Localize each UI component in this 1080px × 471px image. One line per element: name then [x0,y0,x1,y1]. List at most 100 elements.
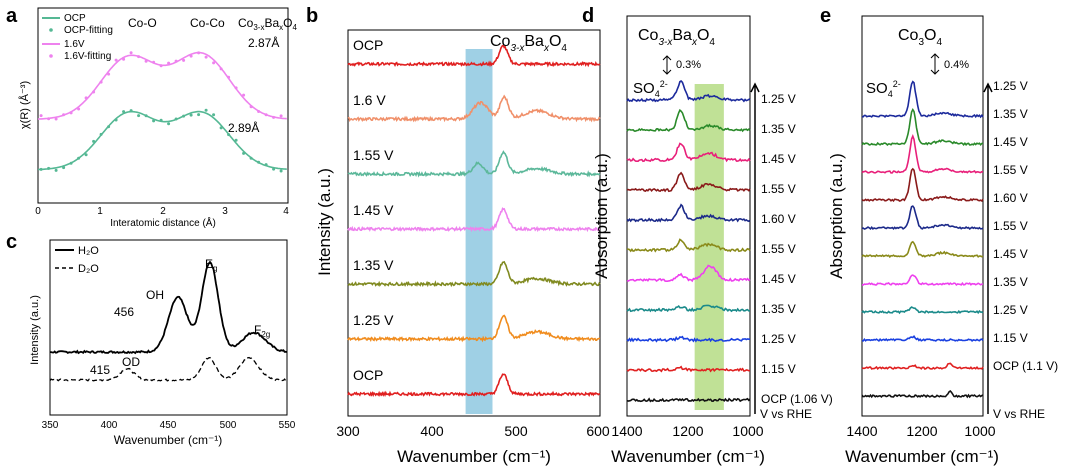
panel-d-frame [626,15,751,417]
panel-d-species: SO42- [633,79,668,99]
panel-a-fit-point [227,133,231,137]
panel-e-species: SO42- [866,79,901,99]
legend-label-16v-fitting: 1.6V-fitting [64,51,111,62]
panel-a-fit-point [227,75,231,79]
panel-b-ylabel: Intensity (a.u.) [315,168,334,276]
panel-b-trace [347,260,601,288]
panel-d-trace-label: OCP (1.06 V) [761,392,833,406]
panel-a-fit-point [197,51,201,55]
panel-letter-b: b [306,5,318,27]
panel-e-trace [861,205,984,231]
panel-a-fit-point [137,55,141,59]
panel-a: 0 1 2 3 4 Interatomic distance (Å) χ(R) … [18,7,298,229]
panel-b-trace [347,207,600,233]
panel-a-fit-point [39,114,43,118]
panel-d-trace-label: 1.35 V [761,302,796,316]
panel-a-fit-point [137,114,141,118]
annotation-456: 456 [114,305,134,319]
annotation-co-co: Co-Co [190,16,225,30]
panel-d-trace [626,238,751,253]
panel-c-ylabel: Intensity (a.u.) [29,295,41,365]
panel-e-title: Co3O4 [898,27,942,48]
annotation-f2g: F2g [254,323,270,339]
annotation-289: 2.89Å [228,120,259,135]
panel-c: 350 400 450 500 550 Wavenumber (cm⁻¹) In… [29,239,296,447]
panel-d-title: Co3-xBaxO4 [638,27,715,48]
panel-d-trace [626,203,751,223]
panel-a-fit-point [234,86,238,90]
panel-b-trace [347,94,601,123]
panel-a-fit-point [62,166,66,170]
panel-a-fit-point [257,160,261,164]
panel-b-tick: 400 [420,423,444,439]
panel-a-fit-point [122,110,126,114]
panel-a-xlabel: Interatomic distance (Å) [110,216,216,229]
panel-d-curves [626,79,751,403]
panel-c-curve-D2O [49,356,287,382]
panel-c-curves [49,260,288,382]
panel-e-xlabel: Wavenumber (cm⁻¹) [845,447,999,466]
panel-a-fit-point [242,151,246,155]
panel-letter-d: d [582,5,594,27]
legend-swatch-16v-fit [49,54,53,58]
panel-e-curves [861,80,984,399]
panel-b-frame [347,29,601,417]
panel-c-tick: 550 [279,420,296,431]
panel-c-tick: 350 [42,420,59,431]
panel-e: 1.25 V 1.35 V 1.45 V 1.55 V 1.60 V 1.55 V 1.45… [827,15,1058,466]
panel-d-tick: 1200 [672,423,703,439]
panel-a-fit-point [152,60,156,64]
panel-letter-a: a [6,5,18,27]
panel-e-frame [861,15,984,417]
panel-e-trace [861,107,984,147]
panel-e-trace-label: 1.60 V [993,191,1028,205]
panel-a-fit-point [159,118,163,122]
panel-a-fit-point [144,59,148,63]
panel-e-trace [861,80,984,119]
panel-b-trace-label: OCP [353,367,383,383]
panel-e-trace [861,306,984,315]
panel-e-trace-label: OCP (1.1 V) [993,359,1058,373]
panel-a-fit-point [264,163,268,167]
panel-a-fit-point [249,105,253,109]
panel-a-tick: 3 [222,206,228,217]
panel-a-fit-point [99,132,103,136]
panel-a-curve-1 [37,51,287,120]
panel-e-trace [861,274,984,287]
panel-a-x-ticks: 0 1 2 3 4 [35,206,289,217]
panel-a-fit-point [129,51,133,55]
panel-a-fit-point [159,64,163,68]
panel-e-trace-label: 1.15 V [993,331,1028,345]
panel-a-fit-point [182,58,186,62]
panel-d-trace [626,365,751,373]
panel-b-trace-label: 1.55 V [353,147,394,163]
panel-d-trace-label: 1.45 V [761,272,796,286]
panel-e-trace-label: 1.25 V [993,303,1028,317]
panel-e-scale: 0.4% [944,59,969,71]
panel-d-trace [626,79,751,103]
panel-e-trace-label: 1.35 V [993,275,1028,289]
panel-b-trace-label: 1.35 V [353,257,394,273]
panel-e-ylabel: Absorption (a.u.) [827,153,846,279]
panel-b-trace-labels: OCP 1.6 V 1.55 V 1.45 V 1.35 V 1.25 V OCP [353,37,394,383]
panel-c-frame [49,239,288,416]
legend-label-h2o: H₂O [78,245,99,257]
panel-a-fit-point [84,153,88,157]
panel-b-tick: 600 [586,423,610,439]
panel-b-tick: 300 [336,423,360,439]
panel-d-trace-label: 1.15 V [761,362,796,376]
panel-a-fit-point [107,125,111,129]
panel-a-fit-point [92,139,96,143]
panel-a-fit-point [257,110,261,113]
panel-a-fit-point [167,61,171,65]
panel-a-fit-point [219,126,223,130]
panel-e-trace [861,389,984,399]
panel-d-potential-arrow-icon [750,82,760,414]
panel-e-tick: 1400 [846,423,877,439]
panel-b-trace-label: OCP [353,37,383,53]
annotation-co-o: Co-O [128,16,157,30]
panel-c-xlabel: Wavenumber (cm⁻¹) [114,433,223,447]
panel-a-fit-point [114,58,118,62]
panel-d-trace [626,171,751,193]
